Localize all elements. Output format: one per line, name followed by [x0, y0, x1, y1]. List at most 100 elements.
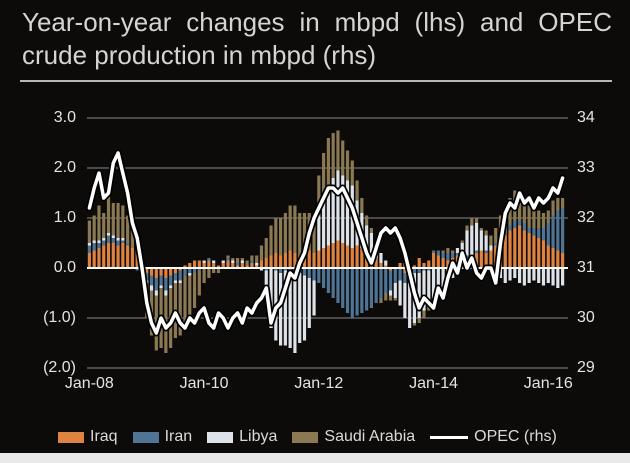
bar-segment [551, 215, 555, 248]
bar-segment [436, 255, 440, 268]
bar-segment [235, 263, 240, 266]
bar-segment [135, 253, 139, 268]
bar-segment [92, 250, 96, 268]
bar-segment [283, 253, 287, 268]
bar-segment [126, 245, 130, 268]
bar-segment [541, 268, 546, 286]
bar-segment [235, 265, 240, 268]
bar-segment [97, 243, 101, 248]
bar-segment [422, 263, 426, 268]
bar-segment [561, 208, 565, 253]
bar-segment [355, 245, 359, 268]
bar-segment [298, 273, 302, 343]
bar-segment [274, 218, 278, 253]
bar-segment [121, 205, 125, 238]
bar-segment [159, 268, 163, 276]
bar-segment [403, 273, 407, 283]
bar-segment [192, 268, 197, 273]
bar-segment [436, 268, 440, 293]
bar-segment [116, 240, 120, 246]
bar-segment [87, 243, 91, 246]
bar-segment [264, 258, 268, 268]
bar-segment [231, 258, 235, 261]
bar-segment [537, 228, 541, 238]
bar-segment [111, 235, 115, 238]
bar-segment [307, 278, 311, 328]
bar-segment [188, 263, 192, 268]
bar-segment [173, 273, 178, 281]
bar-segment [513, 268, 517, 278]
bar-segment [417, 258, 421, 268]
bar-segment [441, 258, 445, 268]
bar-segment [503, 235, 507, 268]
bar-segment [279, 218, 283, 256]
bar-segment [97, 248, 101, 268]
bar-segment [312, 268, 316, 281]
bar-segment [116, 245, 120, 268]
bar-segment [298, 213, 302, 256]
chart-title-line1: Year-on-year changes in mbpd (lhs) and O… [22, 7, 612, 37]
bar-segment [522, 268, 526, 286]
lhs-tick-label: (1.0) [43, 309, 76, 326]
bar-segment [365, 215, 369, 226]
bar-segment [360, 248, 364, 268]
bar-segment [470, 218, 474, 226]
bar-segment [561, 268, 565, 286]
bar-segment [369, 228, 373, 233]
bar-segment [412, 268, 417, 273]
bar-segment [322, 153, 326, 198]
legend-item-saudi-arabia: Saudi Arabia [292, 428, 415, 446]
bar-segment [465, 225, 469, 231]
bar-segment [226, 255, 230, 258]
bar-segment [269, 255, 273, 268]
rhs-tick-label: 33 [577, 159, 595, 176]
bar-segment [116, 203, 120, 238]
x-tick-label: Jan-08 [64, 375, 114, 392]
bar-segment [264, 268, 268, 271]
bar-segment [149, 268, 154, 276]
bar-segment [212, 268, 216, 273]
bar-segment [398, 263, 402, 268]
bar-segment [121, 243, 125, 268]
bar-segment [398, 280, 402, 306]
bar-segment [431, 253, 436, 268]
bar-segment [537, 238, 541, 268]
bar-segment [551, 268, 555, 286]
bar-segment [250, 255, 254, 261]
title-underline [20, 80, 612, 82]
bar-segment [197, 270, 201, 296]
bar-segment [326, 268, 330, 293]
bar-segment [403, 283, 407, 318]
bar-segment [145, 268, 149, 273]
bar-segment [369, 233, 373, 253]
bar-segment [484, 250, 488, 253]
bar-segment [121, 240, 125, 243]
bar-segment [551, 200, 555, 216]
bar-segment [446, 260, 450, 268]
bar-segment [149, 275, 154, 286]
bar-segment [350, 248, 354, 268]
bar-segment [202, 260, 206, 263]
bar-segment [441, 253, 445, 258]
bar-segment [441, 268, 445, 288]
legend-line-swatch [430, 435, 469, 439]
bar-segment [250, 260, 254, 263]
bar-segment [384, 268, 388, 293]
bar-segment [269, 225, 273, 256]
bar-segment [388, 268, 393, 271]
bar-segment [341, 268, 345, 308]
bar-segment [561, 253, 565, 268]
bar-segment [97, 205, 101, 241]
bar-segment [350, 268, 354, 318]
bar-segment [494, 243, 498, 246]
bar-segment [546, 245, 550, 268]
bar-segment [537, 210, 541, 228]
bar-segment [302, 275, 307, 341]
bar-segment [513, 228, 517, 268]
bar-segment [279, 273, 283, 346]
bar-segment [188, 275, 192, 321]
bar-segment [102, 213, 106, 238]
bar-segment [169, 285, 173, 288]
bar-segment [317, 268, 321, 283]
